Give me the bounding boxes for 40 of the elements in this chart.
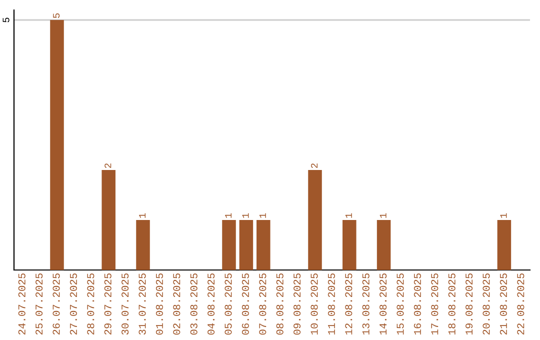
x-tick-label: 06.08.2025	[242, 273, 249, 335]
x-tick-label: 14.08.2025	[380, 273, 387, 335]
data-label: 5	[53, 13, 60, 18]
data-label: 1	[380, 213, 386, 218]
x-tick-label: 13.08.2025	[362, 273, 370, 335]
x-tick-label: 02.08.2025	[173, 273, 180, 335]
x-tick-label: 04.08.2025	[208, 273, 215, 335]
data-label: 1	[225, 213, 232, 218]
data-label: 2	[311, 163, 318, 168]
x-tick-label: 27.07.2025	[70, 273, 77, 335]
x-tick-label: 17.08.2025	[431, 273, 438, 335]
x-tick-label: 22.08.2025	[517, 273, 524, 335]
x-tick-label: 07.08.2025	[259, 273, 266, 335]
x-tick-label: 30.07.2025	[122, 273, 129, 335]
x-tick-label: 12.08.2025	[345, 273, 352, 335]
x-tick-label: 11.08.2025	[328, 273, 335, 335]
x-tick-label: 19.08.2025	[466, 273, 473, 335]
x-tick-label: 08.08.2025	[276, 273, 284, 335]
x-tick-label: 28.07.2025	[87, 273, 94, 335]
x-tick-label: 10.08.2025	[310, 273, 318, 335]
x-tick-label: 09.08.2025	[294, 273, 301, 335]
x-tick-label: 31.07.2025	[138, 273, 146, 335]
data-label: 1	[346, 213, 352, 218]
x-tick-label: 05.08.2025	[224, 273, 232, 335]
data-label: 1	[139, 213, 146, 218]
x-tick-label: 01.08.2025	[156, 273, 163, 335]
x-tick-label: 21.08.2025	[500, 273, 507, 335]
x-tick-label: 26.07.2025	[52, 273, 60, 335]
x-tick-label: 20.08.2025	[482, 273, 490, 335]
x-tick-label: 18.08.2025	[448, 273, 456, 335]
x-tick-label: 24.07.2025	[18, 273, 26, 335]
x-tick-label: 16.08.2025	[414, 273, 421, 335]
data-label: 1	[242, 213, 249, 218]
data-label: 1	[500, 213, 507, 218]
data-label: 1	[260, 213, 266, 218]
x-tick-label: 25.07.2025	[36, 273, 43, 335]
x-tick-label: 15.08.2025	[396, 273, 404, 335]
data-label: 2	[104, 163, 112, 168]
x-tick-label: 29.07.2025	[104, 273, 112, 335]
x-tick-label: 03.08.2025	[190, 273, 198, 335]
